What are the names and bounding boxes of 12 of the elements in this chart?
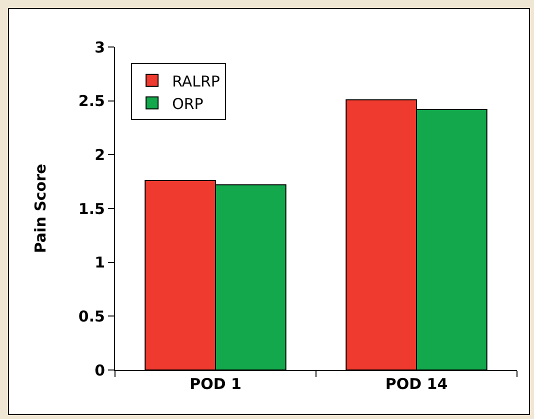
y-tick-label: 0 xyxy=(94,361,105,380)
legend-label: ORP xyxy=(172,94,204,113)
x-tick-label: POD 1 xyxy=(190,375,242,393)
legend-label: RALRP xyxy=(172,72,220,90)
y-tick-label: 2.5 xyxy=(78,92,105,110)
y-tick-label: 0.5 xyxy=(78,307,105,326)
y-tick-label: 3 xyxy=(94,38,105,56)
y-tick-label: 2 xyxy=(94,146,105,164)
y-tick-label: 1.5 xyxy=(78,200,105,218)
x-tick-label: POD 14 xyxy=(385,375,448,393)
y-tick-label: 1 xyxy=(94,254,105,272)
y-axis-title: Pain Score xyxy=(32,164,50,254)
